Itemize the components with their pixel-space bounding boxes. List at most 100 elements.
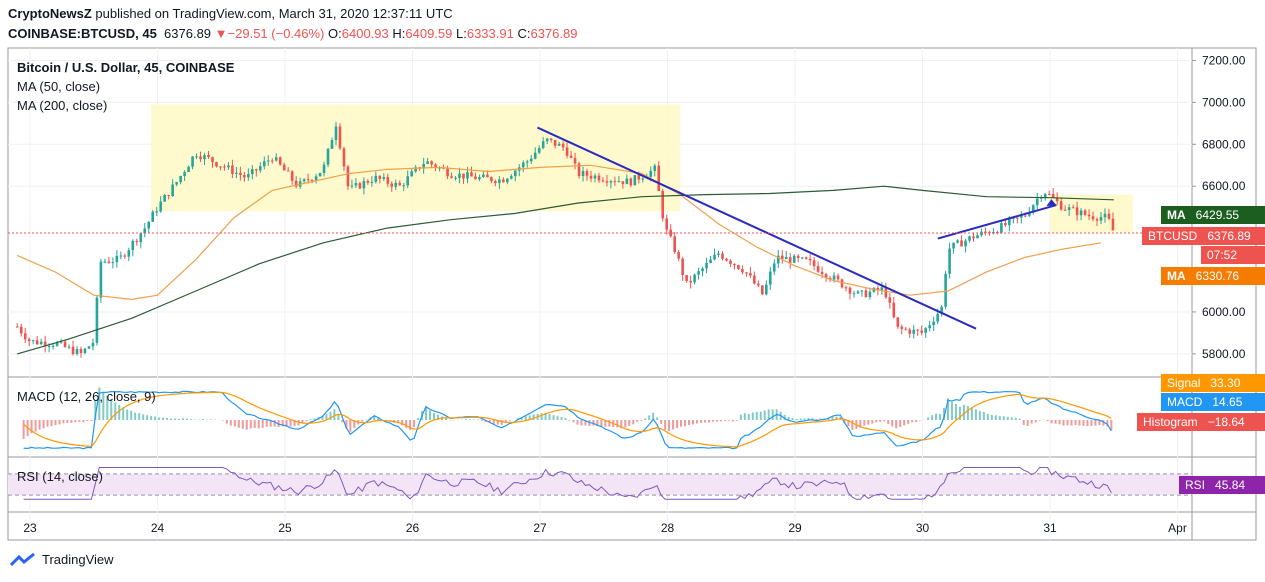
macd-hist-bar: [827, 418, 830, 420]
macd-hist-bar: [962, 404, 965, 420]
candle-body: [386, 177, 390, 184]
macd-hist-bar: [142, 414, 145, 420]
candle-body: [884, 287, 888, 298]
macd-legend[interactable]: MACD (12, 26, close, 9): [17, 389, 156, 404]
candle-body: [904, 328, 908, 330]
candle-body: [478, 176, 481, 180]
candle-body: [486, 174, 489, 178]
macd-hist-bar: [86, 420, 89, 422]
candle-body: [203, 155, 206, 160]
macd-hist-bar: [616, 420, 619, 428]
candle-body: [533, 152, 537, 159]
macd-hist-bar: [783, 414, 786, 420]
macd-hist-bar: [883, 420, 886, 422]
macd-hist-bar: [178, 418, 181, 420]
candle-body: [549, 138, 553, 141]
chart-title: Bitcoin / U.S. Dollar, 45, COINBASE: [17, 60, 235, 75]
macd-hist-bar: [468, 419, 471, 420]
candle-body: [932, 321, 935, 326]
candle-body: [972, 236, 975, 239]
macd-hist-bar: [931, 415, 934, 420]
macd-hist-bar: [751, 412, 754, 420]
macd-hist-bar: [277, 420, 280, 428]
macd-hist-bar: [397, 420, 400, 424]
candle-body: [366, 181, 370, 183]
candle-body: [621, 181, 625, 185]
macd-hist-bar: [30, 420, 33, 434]
candle-body: [199, 156, 202, 160]
candle-body: [362, 181, 366, 189]
candle-body: [537, 147, 541, 153]
macd-hist-bar: [958, 406, 961, 420]
macd-hist-bar: [114, 402, 117, 420]
macd-hist-bar: [927, 417, 930, 420]
ma200-legend[interactable]: MA (200, close): [17, 98, 108, 113]
candle-body: [848, 287, 852, 294]
rsi-legend[interactable]: RSI (14, close): [17, 469, 103, 484]
macd-hist-bar: [373, 415, 376, 420]
macd-hist-bar: [1074, 420, 1077, 425]
macd-hist-bar: [253, 420, 256, 428]
candle-body: [159, 201, 162, 212]
macd-hist-bar: [1034, 420, 1037, 423]
candle-body: [768, 271, 772, 285]
candle-body: [426, 161, 429, 164]
candle-body: [661, 190, 665, 219]
macd-hist-bar: [907, 420, 910, 424]
candle-body: [856, 291, 860, 294]
candle-body: [1107, 213, 1111, 219]
macd-hist-bar: [1098, 420, 1101, 426]
macd-hist-bar: [970, 407, 973, 420]
candle-body: [1059, 201, 1063, 210]
candle-body: [215, 162, 218, 167]
candle-body: [51, 345, 55, 347]
candle-body: [1063, 209, 1067, 211]
macd-hist-bar: [301, 420, 304, 424]
macd-hist-bar: [1022, 420, 1025, 425]
candle-body: [330, 140, 334, 149]
candle-body: [103, 261, 107, 263]
candle-body: [326, 148, 330, 165]
macd-hist-bar: [604, 420, 607, 427]
macd-hist-bar: [50, 420, 53, 427]
candle-body: [183, 172, 186, 177]
x-tick-label-8: 31: [1043, 521, 1057, 535]
candle-body: [382, 177, 386, 179]
macd-hist-bar: [126, 409, 129, 420]
macd-hist-bar: [273, 420, 276, 427]
candle-body: [75, 348, 79, 355]
candle-body: [394, 182, 398, 187]
candle-body: [673, 236, 676, 253]
macd-hist-bar: [82, 420, 85, 423]
candle-body: [47, 346, 51, 348]
candle-body: [187, 166, 190, 173]
macd-hist-bar: [715, 420, 718, 422]
macd-hist-bar: [803, 418, 806, 420]
candle-body: [980, 231, 983, 236]
macd-hist-bar: [122, 407, 125, 420]
macd-hist-bar: [504, 420, 507, 423]
candle-body: [502, 179, 505, 183]
candle-body: [446, 168, 449, 177]
ma50-legend[interactable]: MA (50, close): [17, 79, 101, 94]
macd-hist-bar: [974, 409, 977, 420]
candle-body: [306, 179, 310, 181]
candle-body: [852, 293, 856, 295]
signal-line: [23, 391, 1112, 448]
candle-body: [824, 274, 828, 278]
macd-tag-value: 14.65: [1212, 395, 1243, 409]
macd-hist-bar: [572, 420, 575, 423]
candle-body: [784, 257, 788, 260]
macd-hist-bar: [791, 418, 794, 420]
macd-hist-bar: [899, 420, 902, 427]
candle-body: [617, 181, 621, 183]
candle-body: [936, 313, 939, 322]
candle-body: [984, 231, 987, 233]
ma50-line: [16, 164, 1102, 301]
candle-body: [924, 328, 927, 333]
macd-hist-bar: [875, 420, 878, 423]
candle-body: [474, 176, 477, 180]
macd-hist-bar: [417, 418, 420, 420]
candle-body: [880, 287, 884, 291]
